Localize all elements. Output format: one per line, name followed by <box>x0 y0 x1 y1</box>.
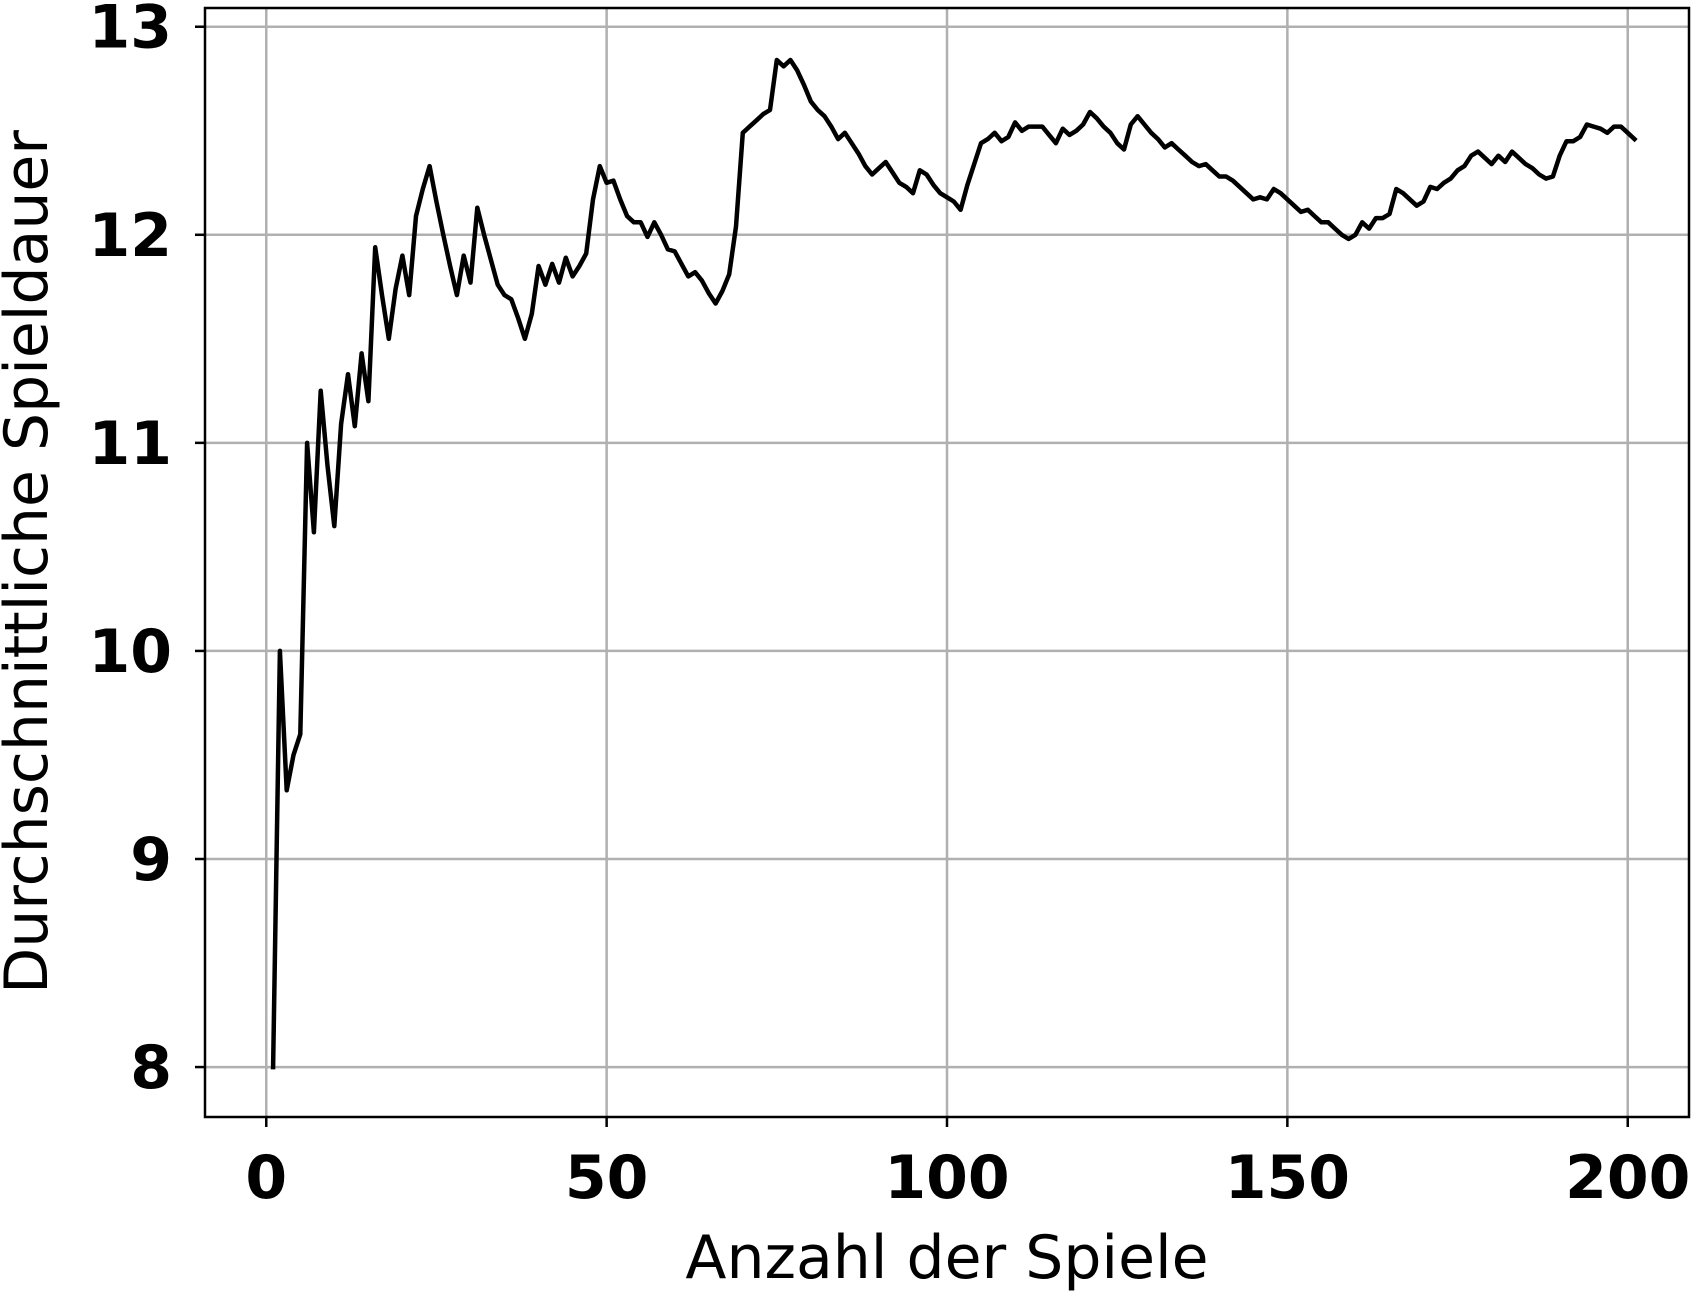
grid <box>205 8 1689 1117</box>
x-tick-label: 0 <box>245 1143 287 1213</box>
x-tick-label: 150 <box>1225 1143 1350 1213</box>
x-axis-label: Anzahl der Spiele <box>685 1223 1208 1293</box>
y-tick-label: 12 <box>89 201 173 271</box>
series-line <box>270 57 1638 1070</box>
y-tick-label: 11 <box>89 409 173 479</box>
x-tick-label: 200 <box>1565 1143 1690 1213</box>
tick-marks <box>195 25 1629 1127</box>
y-tick-label: 10 <box>89 617 173 687</box>
y-axis-label: Durchschnittliche Spieldauer <box>0 130 62 994</box>
x-tick-label: 50 <box>565 1143 649 1213</box>
y-tick-label: 13 <box>89 0 173 63</box>
x-tick-labels: 0 50 100 150 200 <box>245 1143 1690 1213</box>
y-tick-label: 9 <box>130 825 172 895</box>
y-tick-label: 8 <box>130 1033 172 1103</box>
y-tick-labels: 8 9 10 11 12 13 <box>89 0 173 1103</box>
x-tick-label: 100 <box>884 1143 1009 1213</box>
